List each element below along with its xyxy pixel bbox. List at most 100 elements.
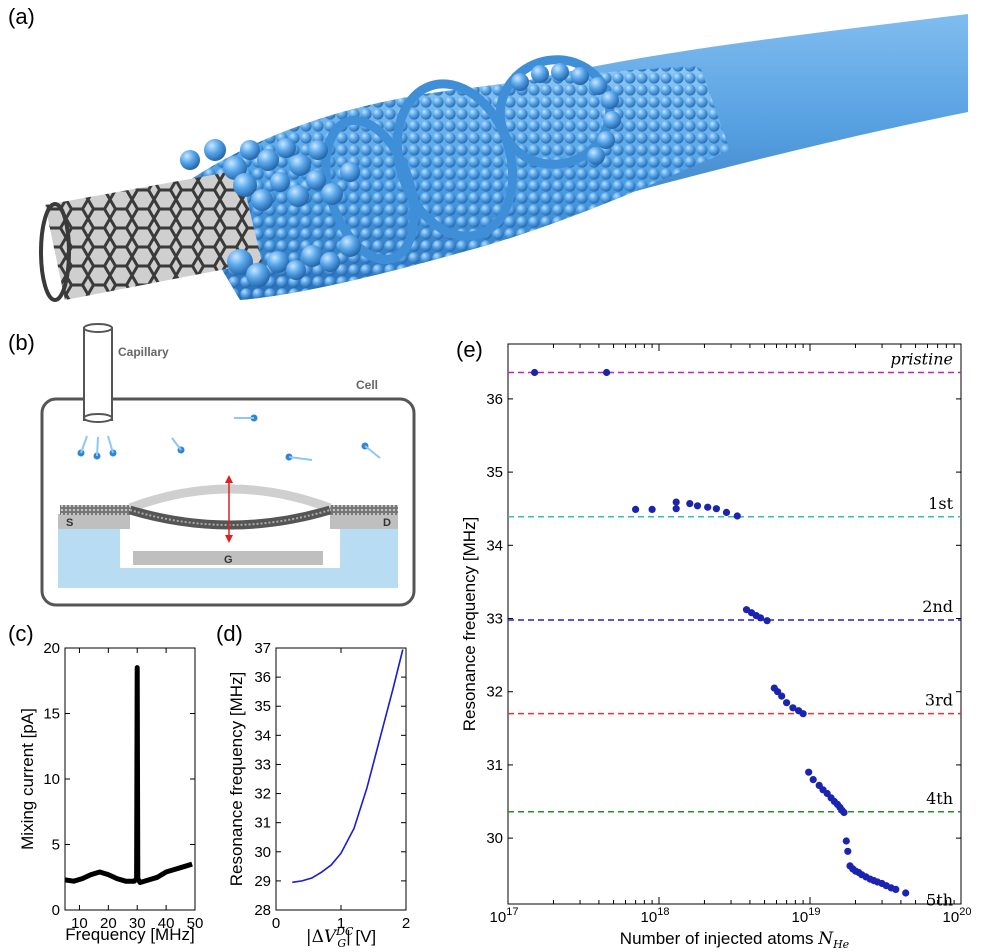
helium-atom	[240, 140, 260, 160]
data-point	[892, 885, 900, 894]
x-tick-label: 0	[272, 915, 280, 932]
panel-label-a: (a)	[8, 4, 35, 29]
gate-electrode	[133, 551, 323, 565]
helium-atom	[306, 170, 326, 190]
x-tick-label: 1020	[943, 906, 972, 926]
data-point	[842, 837, 850, 845]
x-tick-label: 40	[158, 915, 175, 932]
y-tick-label: 37	[254, 640, 271, 657]
helium-atom	[531, 65, 549, 83]
x-axis-label: Frequency [MHz]	[65, 925, 194, 944]
y-tick-label: 32	[486, 684, 503, 701]
data-point	[672, 498, 680, 506]
x-tick-label: 1	[337, 915, 345, 932]
helium-atom	[339, 235, 361, 257]
x-tick-label: 20	[100, 915, 117, 932]
helium-atom	[246, 263, 270, 287]
x-tick-label: 50	[187, 915, 204, 932]
gate-label: G	[224, 554, 233, 566]
y-tick-label: 15	[43, 706, 60, 723]
drain-electrode	[330, 514, 398, 529]
y-tick-label: 36	[254, 669, 271, 686]
chart-e: 30 31 32 33 34 35 36 1017 1018 1019 1020 pristine 1s…	[460, 343, 972, 951]
helium-atom	[233, 173, 257, 197]
helium-atom	[227, 249, 253, 275]
helium-atom	[587, 147, 605, 165]
y-tick-label: 30	[486, 830, 503, 847]
helium-atom	[180, 150, 200, 170]
helium-atom	[551, 63, 569, 81]
y-tick-label: 0	[52, 902, 60, 919]
data-point	[672, 505, 680, 513]
data-point	[840, 808, 848, 817]
y-tick-label: 5	[52, 837, 60, 854]
helium-atom	[257, 149, 279, 171]
plot-frame	[507, 343, 962, 905]
helium-atom	[276, 138, 296, 158]
plot-frame	[275, 647, 407, 911]
data-point	[531, 368, 539, 377]
y-tick-label: 33	[254, 756, 271, 773]
helium-atom	[340, 162, 360, 182]
data-point	[712, 505, 721, 513]
reference-label: 2nd	[922, 597, 953, 616]
data-point	[902, 889, 910, 897]
reference-label: 1st	[928, 494, 953, 513]
x-axis-label: |ΔVDC G| [V]	[306, 925, 376, 950]
helium-atoms	[180, 63, 621, 287]
y-tick-label: 31	[254, 815, 271, 832]
helium-atom	[287, 185, 309, 207]
helium-atom	[270, 172, 290, 192]
helium-atom	[204, 139, 226, 161]
drain-label: D	[383, 517, 391, 529]
data-point	[722, 508, 731, 516]
nanotube-illustration	[39, 14, 968, 302]
reference-label: 5th	[926, 891, 953, 910]
x-tick-label: 10	[71, 915, 88, 932]
y-tick-label: 36	[486, 391, 503, 408]
y-tick-label: 32	[254, 786, 271, 803]
helium-atom	[597, 131, 615, 149]
reference-label: 3rd	[925, 691, 953, 710]
y-tick-label: 35	[254, 698, 271, 715]
data-point	[799, 710, 807, 718]
substrate	[58, 529, 398, 588]
helium-atom	[511, 73, 529, 91]
data-point	[733, 512, 741, 520]
y-axis-label: Mixing current [pA]	[18, 708, 37, 850]
data-point	[789, 704, 797, 712]
device-schematic: Capillary Cell S D G	[40, 323, 416, 607]
series-line	[292, 649, 404, 884]
y-tick-label: 31	[486, 757, 503, 774]
data-point	[778, 692, 786, 700]
source-label: S	[66, 517, 73, 529]
reference-label: 4th	[926, 789, 953, 808]
panel-label-b: (b)	[8, 330, 35, 355]
data-point	[704, 503, 712, 511]
series-line	[64, 665, 193, 885]
panel-label-e: (e)	[456, 337, 483, 362]
source-electrode	[58, 514, 130, 529]
x-axis-label: Number of injected atoms NHe	[620, 929, 850, 951]
x-tick-label: 1017	[490, 906, 519, 926]
helium-atom	[589, 77, 607, 95]
data-point	[603, 368, 611, 377]
capillary-label: Capillary	[118, 345, 169, 359]
y-tick-label: 35	[486, 464, 503, 481]
x-tick-label: 1018	[641, 906, 670, 926]
helium-atom	[571, 67, 589, 85]
panel-label-d: (d)	[216, 621, 243, 646]
helium-atom	[286, 260, 306, 280]
y-tick-label: 10	[43, 771, 60, 788]
y-tick-label: 30	[254, 844, 271, 861]
data-point	[805, 768, 813, 776]
helium-atom	[320, 252, 340, 272]
data-point	[693, 502, 702, 510]
helium-ridge	[392, 79, 518, 241]
y-tick-label: 20	[43, 640, 60, 657]
y-axis-label: Resonance frequency [MHz]	[460, 517, 479, 732]
x-tick-label: 2	[402, 915, 410, 932]
helium-atom	[301, 245, 323, 267]
